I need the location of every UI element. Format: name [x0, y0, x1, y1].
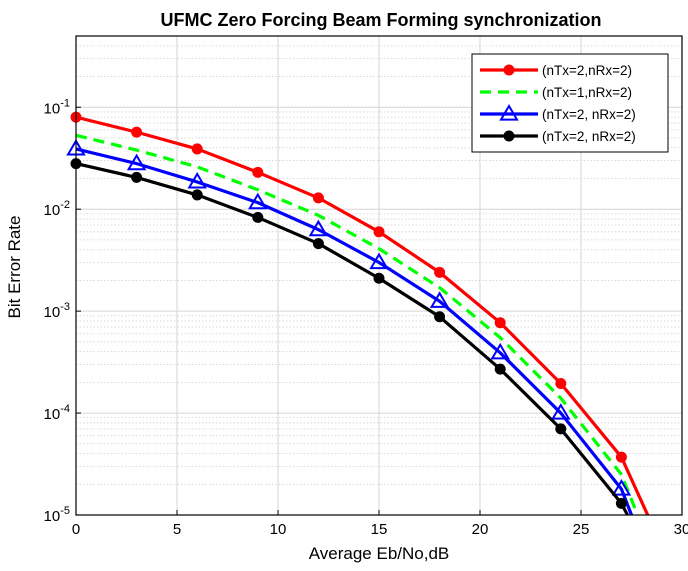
data-point [308, 219, 329, 237]
data-point [248, 192, 268, 210]
x-tick-label: 10 [270, 521, 287, 538]
x-axis-ticks: 0 5 10 15 20 25 30 [72, 510, 688, 538]
legend-marker [503, 64, 515, 76]
y-axis-label: Bit Error Rate [5, 216, 24, 319]
y-tick-exponent: -3 [60, 301, 70, 313]
data-point [369, 252, 389, 270]
y-tick-exponent: -2 [60, 199, 70, 211]
data-point [551, 403, 571, 420]
y-tick-exponent: -5 [60, 505, 70, 517]
data-point [252, 211, 264, 223]
data-point [555, 377, 567, 389]
data-point [494, 363, 506, 375]
data-point [490, 342, 510, 360]
y-tick-label: 10-2 [44, 199, 70, 219]
data-point [555, 423, 567, 435]
legend-marker [503, 130, 515, 142]
data-point [191, 189, 203, 201]
series-line [75, 147, 633, 516]
y-tick-exponent: -1 [60, 97, 70, 109]
legend-label: (nTx=2,nRx=2) [542, 63, 632, 78]
data-point [187, 171, 207, 189]
series-line [75, 133, 640, 516]
x-tick-label: 30 [674, 521, 688, 538]
data-point [312, 238, 324, 250]
data-point [131, 171, 143, 183]
data-point [191, 143, 203, 155]
series-2 [75, 133, 640, 516]
y-tick-base: 10 [44, 406, 61, 423]
x-axis-label: Average Eb/No,dB [309, 544, 450, 563]
y-tick-exponent: -4 [60, 403, 70, 415]
legend-label: (nTx=2, nRx=2) [542, 129, 636, 144]
data-point [434, 266, 446, 278]
y-tick-label: 10-4 [44, 403, 70, 423]
legend-label: (nTx=2, nRx=2) [542, 107, 636, 122]
y-tick-base: 10 [44, 202, 61, 219]
legend-marker [499, 104, 519, 121]
legend-item: (nTx=2, nRx=2) [480, 104, 636, 122]
y-tick-base: 10 [44, 100, 61, 117]
data-point [615, 497, 627, 509]
data-point [611, 479, 632, 496]
data-point [373, 272, 385, 284]
y-tick-base: 10 [44, 304, 61, 321]
series-layer [66, 111, 650, 516]
chart-title: UFMC Zero Forcing Beam Forming synchroni… [160, 10, 601, 30]
legend-item: (nTx=2,nRx=2) [480, 63, 632, 78]
x-tick-label: 15 [371, 521, 388, 538]
y-axis-ticks: 10-110-210-310-410-5 [44, 97, 81, 525]
y-tick-base: 10 [44, 508, 61, 525]
data-point [429, 291, 450, 308]
legend-item: (nTx=1,nRx=2) [480, 85, 632, 100]
y-tick-label: 10-3 [44, 301, 70, 321]
x-tick-label: 20 [472, 521, 489, 538]
legend-item: (nTx=2, nRx=2) [480, 129, 636, 144]
data-point [312, 192, 324, 204]
legend-label: (nTx=1,nRx=2) [542, 85, 632, 100]
data-point [494, 317, 506, 329]
y-tick-label: 10-1 [44, 97, 70, 117]
legend: (nTx=2,nRx=2) (nTx=1,nRx=2) (nTx=2, nRx=2)… [471, 53, 669, 153]
data-point [252, 166, 264, 178]
series-4 [70, 158, 629, 516]
data-point [615, 451, 627, 463]
series-3 [66, 138, 633, 516]
x-tick-label: 5 [173, 521, 181, 538]
series-1 [70, 111, 650, 516]
x-tick-label: 0 [72, 521, 80, 538]
y-tick-label: 10-5 [44, 505, 70, 525]
data-point [373, 226, 385, 238]
data-point [131, 126, 143, 138]
data-point [434, 311, 446, 323]
data-point [126, 153, 147, 171]
x-tick-label: 25 [573, 521, 590, 538]
